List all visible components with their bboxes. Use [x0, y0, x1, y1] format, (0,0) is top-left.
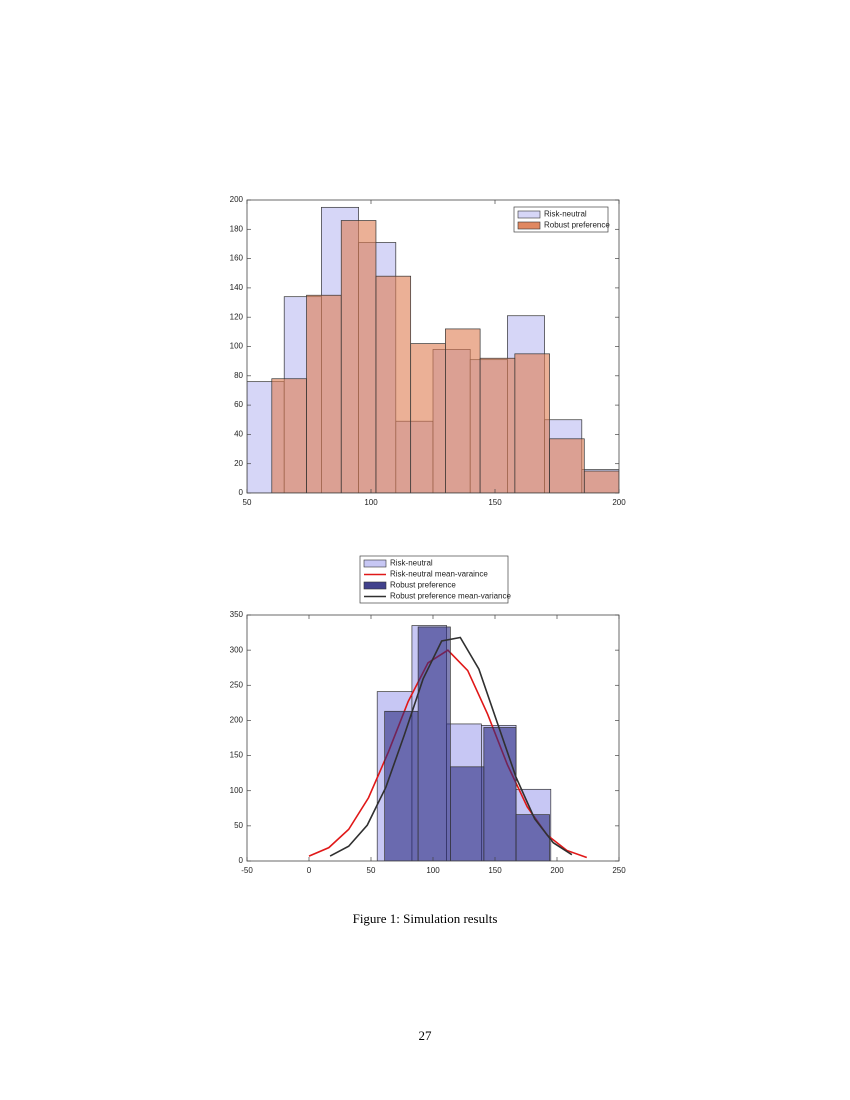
- x-tick-label: 100: [364, 498, 378, 507]
- page-number: 27: [419, 1028, 433, 1043]
- histogram-bar: [384, 710, 419, 861]
- y-tick-label: 0: [239, 488, 244, 497]
- x-tick-label: 50: [367, 866, 376, 875]
- figure-caption: Figure 1: Simulation results: [353, 911, 498, 926]
- legend-label: Risk-neutral: [544, 210, 587, 219]
- y-tick-label: 120: [230, 312, 244, 321]
- y-tick-label: 250: [230, 680, 244, 689]
- y-tick-label: 60: [234, 400, 243, 409]
- x-tick-label: 250: [612, 866, 626, 875]
- x-tick-label: 200: [612, 498, 626, 507]
- legend: Risk-neutral Risk-neutral mean-varaince Ro…: [359, 555, 512, 604]
- histogram-bar: [450, 766, 485, 861]
- histogram-bar: [514, 353, 550, 493]
- legend-label: Robust preference: [390, 581, 456, 590]
- y-tick-label: 350: [230, 610, 244, 619]
- legend-swatch: [517, 221, 541, 230]
- legend-label: Robust preference mean-variance: [390, 592, 512, 601]
- y-tick-label: 160: [230, 254, 244, 263]
- y-tick-label: 200: [230, 716, 244, 725]
- legend-label: Risk-neutral mean-varaince: [390, 570, 488, 579]
- histogram-bar: [417, 626, 451, 861]
- x-tick-label: -50: [241, 866, 253, 875]
- histogram-bar: [445, 328, 481, 493]
- y-tick-label: 140: [230, 283, 244, 292]
- histogram-bar: [375, 275, 412, 493]
- legend-label: Risk-neutral: [390, 559, 433, 568]
- y-tick-label: 100: [230, 786, 244, 795]
- series-group: [247, 206, 619, 493]
- x-tick-label: 150: [488, 498, 502, 507]
- histogram-bar: [340, 220, 377, 493]
- histogram-bar: [549, 438, 585, 493]
- x-tick-label: 100: [426, 866, 440, 875]
- x-tick-label: 50: [243, 498, 252, 507]
- y-tick-label: 80: [234, 371, 243, 380]
- y-tick-label: 180: [230, 224, 244, 233]
- y-tick-label: 100: [230, 342, 244, 351]
- histogram-bar: [479, 357, 516, 493]
- y-tick-label: 300: [230, 645, 244, 654]
- histogram-bar: [271, 378, 307, 493]
- plot-area: -50 0 50 100 150 200 250050100150200250300350R…: [230, 555, 626, 875]
- legend-swatch: [363, 559, 387, 568]
- histogram-bar: [306, 294, 342, 493]
- x-tick-label: 200: [550, 866, 564, 875]
- histogram-bar: [515, 814, 550, 861]
- x-tick-label: 0: [307, 866, 312, 875]
- curve: [329, 636, 573, 857]
- histogram-bar: [483, 727, 517, 861]
- legend-swatch: [517, 210, 541, 219]
- legend-swatch: [363, 581, 387, 590]
- histogram-bar: [410, 343, 446, 493]
- y-tick-label: 20: [234, 459, 243, 468]
- legend-label: Robust preference: [544, 221, 610, 230]
- legend: Risk-neutral Robust preference: [513, 206, 610, 233]
- y-tick-label: 0: [239, 856, 244, 865]
- series-group: [308, 625, 588, 861]
- y-tick-label: 50: [234, 821, 243, 830]
- y-tick-label: 200: [230, 195, 244, 204]
- y-tick-label: 40: [234, 430, 243, 439]
- histogram-bar: [583, 470, 619, 493]
- plot-area: 50 100 150 200 0 20 40 60 80 100 120 140 160 180 200 Ri…: [230, 195, 627, 507]
- y-tick-label: 150: [230, 751, 244, 760]
- x-tick-label: 150: [488, 866, 502, 875]
